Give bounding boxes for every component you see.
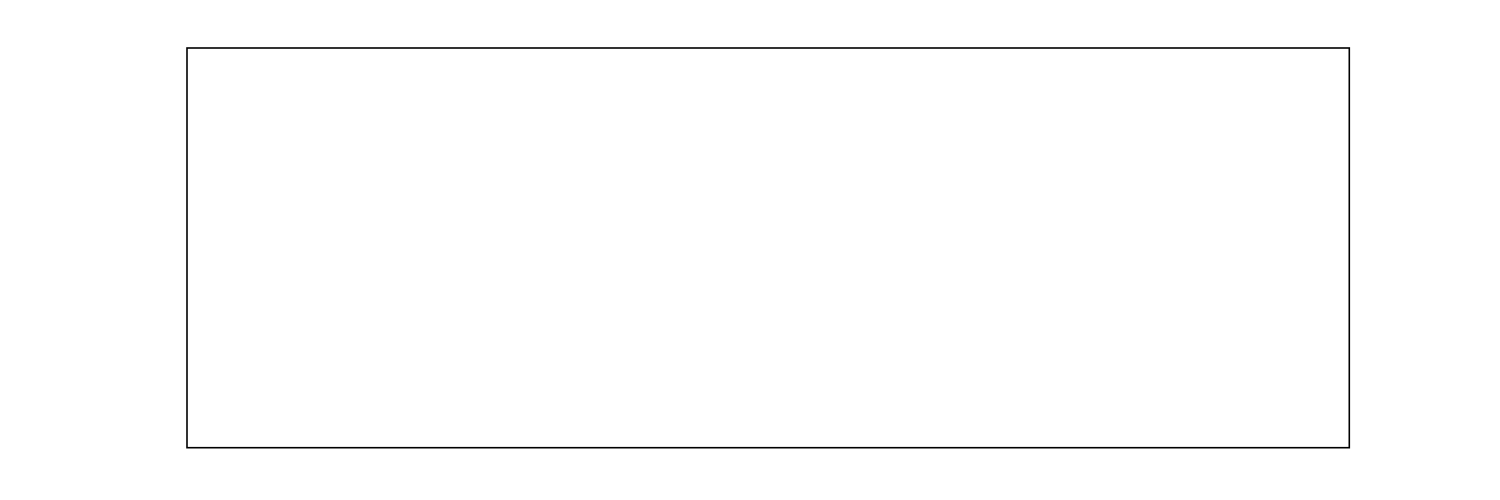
- plot-area-frame: [186, 47, 1351, 449]
